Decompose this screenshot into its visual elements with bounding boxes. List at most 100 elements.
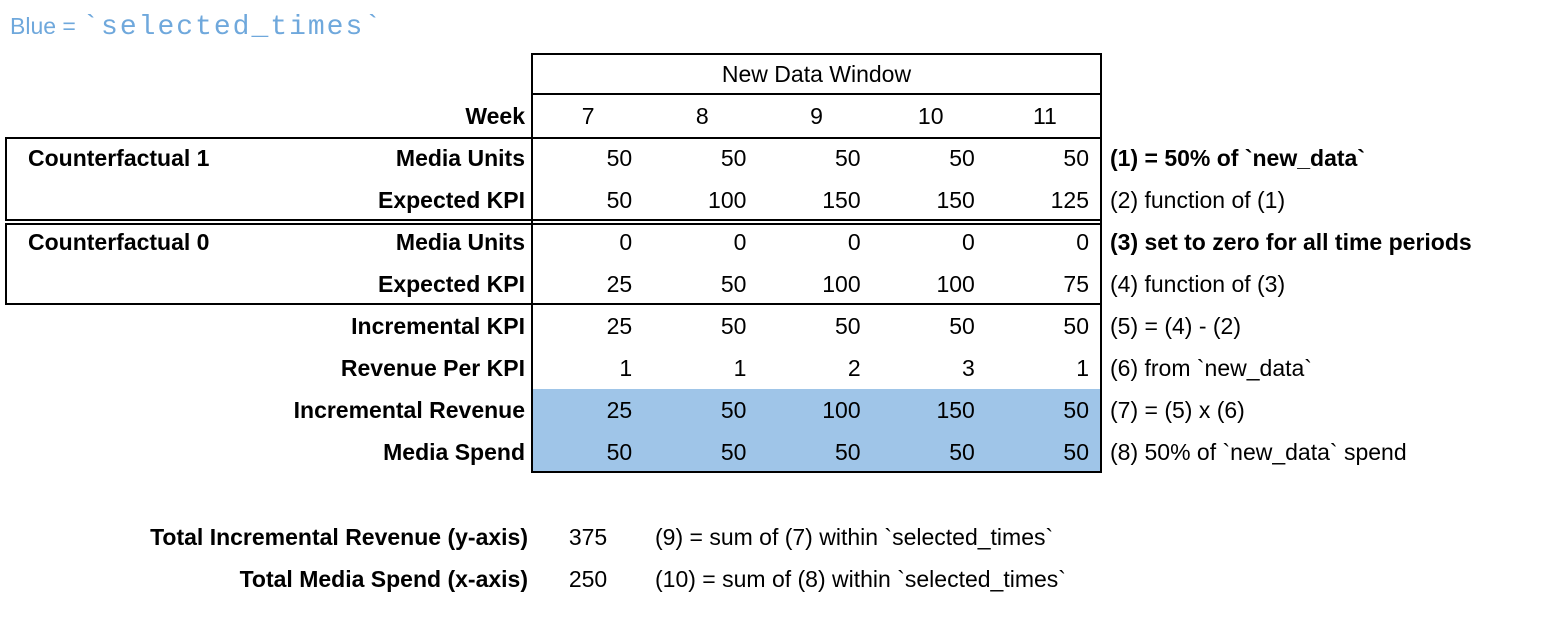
value-cell: 50 (949, 313, 975, 339)
total-media-spend-label: Total Media Spend (x-axis) (239, 566, 528, 592)
value-cell: 25 (606, 271, 633, 297)
row-values: 25 50 100 100 75 (531, 263, 1102, 305)
row-label: Revenue Per KPI (340, 355, 525, 381)
value-cell: 50 (949, 145, 975, 171)
row-annotation: (8) 50% of `new_data` spend (1110, 439, 1407, 465)
table-row: Expected KPI 50 100 150 150 125 (2) func… (0, 179, 1544, 221)
table-row: Counterfactual 1 Media Units 50 50 50 50… (0, 137, 1544, 179)
value-cell: 125 (1050, 187, 1090, 213)
value-cell: 0 (1076, 229, 1090, 255)
value-cell: 50 (720, 313, 747, 339)
selected-times-highlight (533, 389, 1100, 471)
week-row: Week 7 8 9 10 11 (0, 95, 1544, 137)
row-values: 25 50 50 50 50 (531, 305, 1102, 347)
value-cell: 50 (1063, 145, 1090, 171)
value-cell: 50 (835, 145, 861, 171)
row-label: Expected KPI (378, 271, 525, 297)
row-label: Expected KPI (378, 187, 525, 213)
row-values: 1 1 2 3 1 (531, 347, 1102, 389)
table-row-highlighted: Media Spend 50 50 50 50 50 (8) 50% of `n… (0, 431, 1544, 473)
row-values: 25 50 100 150 50 (531, 389, 1102, 431)
row-label: Media Units (395, 145, 525, 171)
value-cell: 50 (1063, 313, 1090, 339)
value-cell: 75 (1063, 271, 1090, 297)
value-cell: 100 (936, 271, 975, 297)
table-row: Counterfactual 0 Media Units 0 0 0 0 0 (… (0, 221, 1544, 263)
row-values: 50 50 50 50 50 (531, 137, 1102, 179)
table-row: Incremental KPI 25 50 50 50 50 (5) = (4)… (0, 305, 1544, 347)
table-title: New Data Window (721, 61, 912, 87)
value-cell: 50 (835, 313, 861, 339)
row-annotation: (7) = (5) x (6) (1110, 397, 1245, 423)
value-cell: 50 (720, 145, 747, 171)
value-cell: 150 (936, 397, 975, 423)
total-row: Total Incremental Revenue (y-axis) 375 (… (0, 516, 1544, 558)
row-annotation: (2) function of (1) (1110, 187, 1286, 213)
row-label: Media Units (395, 229, 525, 255)
row-annotation: (6) from `new_data` (1110, 355, 1312, 381)
legend-note-prefix: Blue = (10, 13, 83, 39)
value-cell: 50 (1063, 439, 1090, 465)
total-annotation: (10) = sum of (8) within `selected_times… (655, 566, 1066, 592)
group-label-counterfactual-1: Counterfactual 1 (28, 145, 210, 171)
row-annotation: (4) function of (3) (1110, 271, 1286, 297)
row-annotation: (5) = (4) - (2) (1110, 313, 1241, 339)
week-number: 10 (917, 103, 944, 129)
total-incremental-revenue-label: Total Incremental Revenue (y-axis) (150, 524, 528, 550)
table-right-border (1100, 53, 1102, 473)
value-cell: 0 (962, 229, 975, 255)
total-incremental-revenue-value: 375 (568, 524, 608, 550)
value-cell: 50 (606, 187, 633, 213)
value-cell: 50 (606, 145, 633, 171)
value-cell: 150 (936, 187, 975, 213)
table-row: Revenue Per KPI 1 1 2 3 1 (6) from `new_… (0, 347, 1544, 389)
row-annotation: (3) set to zero for all time periods (1110, 229, 1472, 255)
value-cell: 1 (1076, 355, 1090, 381)
value-cell: 3 (962, 355, 975, 381)
value-cell: 1 (619, 355, 633, 381)
value-cell: 50 (720, 397, 747, 423)
row-values: 50 50 50 50 50 (531, 431, 1102, 473)
value-cell: 50 (606, 439, 633, 465)
value-cell: 100 (822, 397, 861, 423)
row-annotation: (1) = 50% of `new_data` (1110, 145, 1365, 171)
table-bottom-border (531, 471, 1102, 473)
value-cell: 50 (835, 439, 861, 465)
total-row: Total Media Spend (x-axis) 250 (10) = su… (0, 558, 1544, 600)
value-cell: 50 (720, 439, 747, 465)
value-cell: 100 (708, 187, 747, 213)
week-number: 7 (581, 103, 595, 129)
value-cell: 25 (606, 313, 633, 339)
row-values: 0 0 0 0 0 (531, 221, 1102, 263)
row-label: Media Spend (383, 439, 525, 465)
week-label: Week (465, 103, 525, 129)
table-left-border (531, 95, 533, 473)
row-label: Incremental KPI (351, 313, 525, 339)
total-media-spend-value: 250 (568, 566, 608, 592)
value-cell: 0 (733, 229, 747, 255)
table-row-highlighted: Incremental Revenue 25 50 100 150 50 (7)… (0, 389, 1544, 431)
total-annotation: (9) = sum of (7) within `selected_times` (655, 524, 1054, 550)
value-cell: 100 (822, 271, 861, 297)
row-label: Incremental Revenue (293, 397, 525, 423)
value-cell: 50 (720, 271, 747, 297)
group-label-counterfactual-0: Counterfactual 0 (28, 229, 210, 255)
value-cell: 50 (1063, 397, 1090, 423)
row-values: 50 100 150 150 125 (531, 179, 1102, 221)
value-cell: 25 (606, 397, 633, 423)
legend-note: Blue = `selected_times` (10, 12, 383, 43)
week-number: 8 (695, 103, 709, 129)
legend-note-code: `selected_times` (82, 12, 384, 43)
value-cell: 2 (847, 355, 861, 381)
value-cell: 1 (733, 355, 747, 381)
week-number: 11 (1032, 103, 1057, 129)
week-numbers: 7 8 9 10 11 (531, 95, 1102, 137)
value-cell: 0 (847, 229, 861, 255)
table-header-row: New Data Window (0, 53, 1544, 95)
value-cell: 50 (949, 439, 975, 465)
value-cell: 0 (619, 229, 633, 255)
week-number: 9 (810, 103, 823, 129)
value-cell: 150 (822, 187, 861, 213)
table-row: Expected KPI 25 50 100 100 75 (4) functi… (0, 263, 1544, 305)
